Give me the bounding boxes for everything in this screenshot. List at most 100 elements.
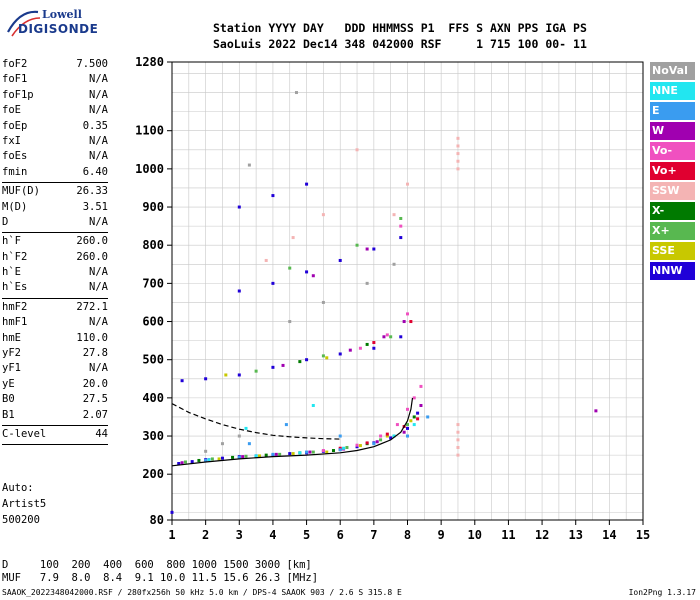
echo-point-noval xyxy=(294,91,298,95)
param-name: h`Es xyxy=(2,281,28,294)
echo-point-x- xyxy=(389,335,393,339)
param-value: N/A xyxy=(89,88,108,101)
echo-point-nnw xyxy=(170,510,174,514)
param-name: D xyxy=(2,215,9,228)
param-name: yF2 xyxy=(2,347,21,360)
param-value: 27.8 xyxy=(82,347,108,360)
param-row: h`Es N/A xyxy=(2,281,108,296)
echo-point-nne xyxy=(412,423,416,427)
footer-file-info: SAAOK_2022348042000.RSF / 280fx256h 50 k… xyxy=(2,588,402,597)
param-name: hmF1 xyxy=(2,316,28,329)
echo-point-nnw xyxy=(204,377,208,381)
param-row: foEs N/A xyxy=(2,150,108,165)
echo-point-nne xyxy=(298,451,302,455)
echo-point-vo- xyxy=(412,396,416,400)
echo-point-ssw xyxy=(456,152,460,156)
echo-point-nne xyxy=(311,404,315,407)
echo-point-nnw xyxy=(177,462,181,466)
param-value: 260.0 xyxy=(76,250,108,263)
echo-point-nne xyxy=(342,446,346,450)
echo-point-ssw xyxy=(406,182,409,186)
echo-point-noval xyxy=(247,163,251,167)
param-row: yF2 27.8 xyxy=(2,347,108,362)
lowell-digisonde-logo: Lowell DIGISONDE xyxy=(4,6,104,42)
echo-point-w xyxy=(402,430,406,434)
echo-point-x- xyxy=(321,354,325,358)
echo-point-nnw xyxy=(389,436,393,440)
param-name: yF1 xyxy=(2,362,21,375)
param-row: yE 20.0 xyxy=(2,378,108,393)
param-divider xyxy=(2,232,108,234)
echo-point-sse xyxy=(409,419,413,423)
param-name: MUF(D) xyxy=(2,185,40,198)
echo-point-nnw xyxy=(220,456,224,460)
echo-point-nnw xyxy=(399,236,403,240)
echo-point-w xyxy=(365,247,369,251)
echo-point-noval xyxy=(288,320,292,324)
echo-point-nnw xyxy=(372,247,376,251)
param-name: B1 xyxy=(2,408,15,421)
param-row: yF1 N/A xyxy=(2,362,108,377)
legend-item-nne: NNE xyxy=(650,82,695,100)
echo-point-ssw xyxy=(456,430,460,434)
echo-point-e xyxy=(284,423,288,427)
y-tick-label: 1280 xyxy=(135,55,164,69)
param-value: 44 xyxy=(95,427,108,440)
x-tick-label: 6 xyxy=(337,528,344,542)
header-line1: Station YYYY DAY DDD HHMMSS P1 FFS S AXN… xyxy=(213,21,587,35)
echo-point-e xyxy=(406,434,409,438)
echo-point-ssw xyxy=(291,236,295,240)
param-value: 7.500 xyxy=(76,58,108,70)
x-tick-label: 2 xyxy=(202,528,209,542)
echo-point-vo- xyxy=(372,341,376,345)
trace-curve-solid xyxy=(171,397,414,467)
x-tick-label: 9 xyxy=(438,528,445,542)
echo-point-sse xyxy=(385,434,389,438)
echo-point-vo- xyxy=(379,434,383,438)
echo-point-nnw xyxy=(237,289,241,293)
param-value: N/A xyxy=(89,266,108,279)
echo-point-sse xyxy=(325,450,329,454)
echo-point-ssw xyxy=(392,213,396,217)
echo-point-noval xyxy=(237,434,241,438)
param-row: hmE 110.0 xyxy=(2,332,108,347)
param-name: foF2 xyxy=(2,58,28,70)
echo-point-ssw xyxy=(321,213,325,217)
echo-point-nnw xyxy=(190,460,194,464)
param-value: 27.5 xyxy=(82,393,108,406)
param-value: 272.1 xyxy=(76,300,108,313)
echo-point-nnw xyxy=(237,205,241,209)
param-row: fxI N/A xyxy=(2,135,108,150)
echo-point-x- xyxy=(399,216,403,220)
muf-line2: MUF 7.9 8.0 8.4 9.1 10.0 11.5 15.6 26.3 … xyxy=(2,571,319,584)
header-line2: SaoLuis 2022 Dec14 348 042000 RSF 1 715 … xyxy=(213,37,587,51)
param-value: 0.35 xyxy=(82,119,108,132)
echo-point-vo- xyxy=(338,446,342,450)
param-row: foE N/A xyxy=(2,104,108,119)
echo-point-noval xyxy=(220,442,224,446)
echo-point-sse xyxy=(217,457,221,461)
echo-point-ssw xyxy=(456,136,460,140)
legend-item-vo-: Vo- xyxy=(650,142,695,160)
echo-point-x- xyxy=(197,458,201,462)
logo-line1: Lowell xyxy=(42,8,82,21)
echo-point-nne xyxy=(392,434,396,438)
echo-point-ssw xyxy=(355,148,359,152)
x-tick-label: 13 xyxy=(568,528,582,542)
echo-point-vo- xyxy=(395,423,399,427)
echo-point-x- xyxy=(331,449,335,453)
echo-point-w xyxy=(419,404,423,407)
echo-point-ssw xyxy=(456,445,460,449)
echo-point-nnw xyxy=(338,352,342,356)
echo-point-nne xyxy=(244,426,248,430)
echo-point-noval xyxy=(204,449,208,453)
echo-point-sse xyxy=(291,452,295,456)
muf-line1: D 100 200 400 600 800 1000 1500 3000 [km… xyxy=(2,559,312,571)
y-tick-label: 200 xyxy=(142,467,164,481)
param-row: h`F 260.0 xyxy=(2,235,108,250)
param-value: N/A xyxy=(89,316,108,329)
param-name: B0 xyxy=(2,393,15,406)
y-tick-label: 1000 xyxy=(135,162,164,176)
param-row: MUF(D) 26.33 xyxy=(2,185,108,200)
x-tick-label: 5 xyxy=(303,528,310,542)
